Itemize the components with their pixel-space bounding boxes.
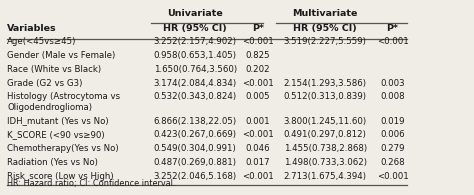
Text: <0.001: <0.001 (242, 79, 274, 88)
Text: HR (95% CI): HR (95% CI) (164, 24, 227, 33)
Text: Univariate: Univariate (167, 9, 223, 18)
Text: <0.001: <0.001 (377, 37, 409, 46)
Text: 3.800(1.245,11.60): 3.800(1.245,11.60) (284, 117, 367, 126)
Text: 3.174(2.084,4.834): 3.174(2.084,4.834) (154, 79, 237, 88)
Text: <0.001: <0.001 (377, 172, 409, 181)
Text: Chemotherapy(Yes vs No): Chemotherapy(Yes vs No) (7, 144, 118, 153)
Text: HR: Hazard ratio; CI: Confidence interval.: HR: Hazard ratio; CI: Confidence interva… (7, 179, 175, 188)
Text: 0.549(0.304,0.991): 0.549(0.304,0.991) (154, 144, 237, 153)
Text: 0.008: 0.008 (380, 92, 405, 101)
Text: 0.202: 0.202 (246, 65, 270, 74)
Text: 0.487(0.269,0.881): 0.487(0.269,0.881) (154, 158, 237, 167)
Text: 0.491(0.297,0.812): 0.491(0.297,0.812) (284, 130, 367, 139)
Text: 0.046: 0.046 (246, 144, 270, 153)
Text: 0.532(0.343,0.824): 0.532(0.343,0.824) (154, 92, 237, 101)
Text: Grade (G2 vs G3): Grade (G2 vs G3) (7, 79, 82, 88)
Text: HR (95% CI): HR (95% CI) (293, 24, 357, 33)
Text: 1.455(0.738,2.868): 1.455(0.738,2.868) (284, 144, 367, 153)
Text: <0.001: <0.001 (242, 37, 274, 46)
Text: K_SCORE (<90 vs≥90): K_SCORE (<90 vs≥90) (7, 130, 105, 139)
Text: <0.001: <0.001 (242, 172, 274, 181)
Text: P*: P* (387, 24, 399, 33)
Text: 0.019: 0.019 (380, 117, 405, 126)
Text: 2.154(1.293,3.586): 2.154(1.293,3.586) (284, 79, 367, 88)
Text: 0.958(0.653,1.405): 0.958(0.653,1.405) (154, 51, 237, 60)
Text: Radiation (Yes vs No): Radiation (Yes vs No) (7, 158, 98, 167)
Text: 0.003: 0.003 (380, 79, 405, 88)
Text: Variables: Variables (7, 24, 57, 33)
Text: 0.268: 0.268 (380, 158, 405, 167)
Text: 0.512(0.313,0.839): 0.512(0.313,0.839) (284, 92, 367, 101)
Text: Histology (Astrocytoma vs
Oligodendroglioma): Histology (Astrocytoma vs Oligodendrogli… (7, 92, 120, 112)
Text: 3.252(2.157,4.902): 3.252(2.157,4.902) (154, 37, 237, 46)
Text: 1.650(0.764,3.560): 1.650(0.764,3.560) (154, 65, 237, 74)
Text: IDH_mutant (Yes vs No): IDH_mutant (Yes vs No) (7, 117, 109, 126)
Text: 1.498(0.733,3.062): 1.498(0.733,3.062) (284, 158, 367, 167)
Text: 0.825: 0.825 (246, 51, 270, 60)
Text: 3.252(2.046,5.168): 3.252(2.046,5.168) (154, 172, 237, 181)
Text: <0.001: <0.001 (242, 130, 274, 139)
Text: Race (White vs Black): Race (White vs Black) (7, 65, 101, 74)
Text: 0.017: 0.017 (246, 158, 270, 167)
Text: 0.005: 0.005 (246, 92, 270, 101)
Text: 3.519(2.227,5.559): 3.519(2.227,5.559) (284, 37, 367, 46)
Text: Multivariate: Multivariate (292, 9, 358, 18)
Text: 6.866(2.138,22.05): 6.866(2.138,22.05) (154, 117, 237, 126)
Text: 0.279: 0.279 (380, 144, 405, 153)
Text: 0.001: 0.001 (246, 117, 270, 126)
Text: P*: P* (252, 24, 264, 33)
Text: Gender (Male vs Female): Gender (Male vs Female) (7, 51, 115, 60)
Text: 0.423(0.267,0.669): 0.423(0.267,0.669) (154, 130, 237, 139)
Text: 2.713(1.675,4.394): 2.713(1.675,4.394) (284, 172, 367, 181)
Text: 0.006: 0.006 (380, 130, 405, 139)
Text: Age(<45vs≥45): Age(<45vs≥45) (7, 37, 76, 46)
Text: Risk_score (Low vs High): Risk_score (Low vs High) (7, 172, 114, 181)
